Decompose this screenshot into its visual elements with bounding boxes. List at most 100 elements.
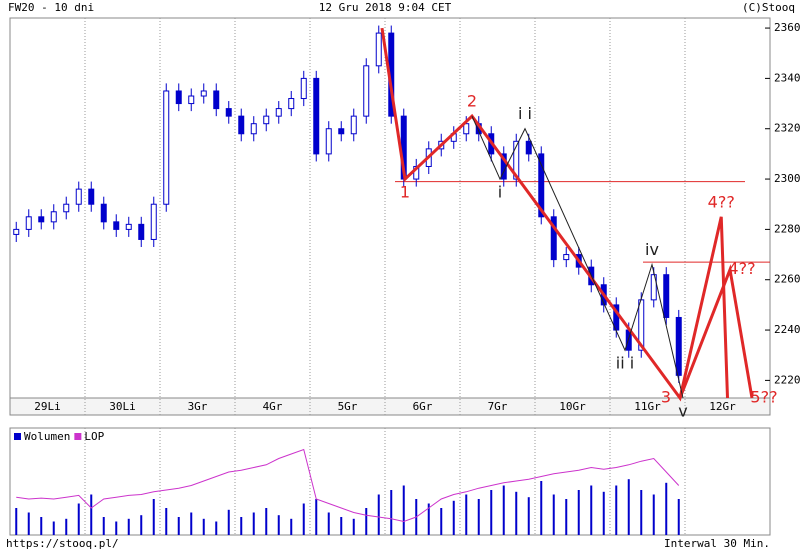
volume-bar bbox=[115, 521, 118, 535]
candle-body bbox=[463, 123, 470, 135]
volume-bar bbox=[327, 512, 330, 535]
candle-body bbox=[163, 90, 170, 205]
volume-bar bbox=[277, 515, 280, 535]
volume-bar bbox=[502, 485, 505, 535]
y-tick-label: 2260 bbox=[774, 273, 800, 286]
interval: Interwal 30 Min. bbox=[664, 537, 770, 550]
candle-body bbox=[663, 274, 670, 318]
candle-body bbox=[675, 316, 682, 376]
x-tick-label: 29Li bbox=[34, 400, 61, 413]
volume-bar bbox=[52, 521, 55, 535]
candle-body bbox=[113, 221, 120, 230]
candle-body bbox=[525, 140, 532, 155]
candle-body bbox=[38, 216, 45, 223]
candle-body bbox=[325, 128, 332, 155]
candle-body bbox=[50, 211, 57, 223]
volume-bar bbox=[40, 517, 43, 535]
candle-body bbox=[200, 90, 207, 97]
volume-bar bbox=[252, 512, 255, 535]
volume-bar bbox=[615, 485, 618, 535]
candle-body bbox=[213, 90, 220, 110]
volume-bar bbox=[640, 490, 643, 535]
y-tick-label: 2300 bbox=[774, 172, 800, 185]
candle-body bbox=[138, 223, 145, 240]
wave-label: 1 bbox=[400, 183, 410, 202]
candle-body bbox=[275, 108, 282, 117]
wave-label: i i bbox=[518, 104, 532, 123]
wave-label: 4?? bbox=[728, 259, 755, 278]
x-tick-label: 7Gr bbox=[488, 400, 508, 413]
wave-line bbox=[380, 27, 729, 402]
candle-body bbox=[338, 128, 345, 135]
candle-body bbox=[250, 123, 257, 135]
volume-bar bbox=[177, 517, 180, 535]
x-tick-label: 3Gr bbox=[188, 400, 208, 413]
volume-bar bbox=[377, 494, 380, 535]
wave-label: v bbox=[678, 402, 687, 421]
volume-bar bbox=[152, 499, 155, 535]
candle-body bbox=[225, 108, 232, 117]
y-tick-label: 2340 bbox=[774, 71, 800, 84]
volume-bar bbox=[590, 485, 593, 535]
volume-bar bbox=[265, 508, 268, 535]
x-axis-strip bbox=[9, 397, 771, 416]
candle-body bbox=[350, 115, 357, 135]
x-tick-label: 4Gr bbox=[263, 400, 283, 413]
x-tick-label: 12Gr bbox=[709, 400, 736, 413]
volume-bar bbox=[427, 503, 430, 535]
volume-bar bbox=[402, 485, 405, 535]
volume-bar bbox=[352, 518, 355, 535]
x-tick-label: 30Li bbox=[109, 400, 136, 413]
wave-line bbox=[471, 115, 684, 399]
volume-bar bbox=[340, 517, 343, 535]
candle-body bbox=[25, 216, 32, 230]
candle-body bbox=[88, 188, 95, 205]
volume-bar bbox=[140, 515, 143, 535]
legend-label: LOP bbox=[84, 430, 104, 443]
wave-label: ii i bbox=[616, 354, 634, 373]
volume-bar bbox=[440, 508, 443, 535]
candle-body bbox=[300, 77, 307, 100]
y-tick-label: 2320 bbox=[774, 122, 800, 135]
wave-label: 3 bbox=[661, 388, 671, 407]
chart-title: FW20 - 10 dni bbox=[8, 1, 94, 14]
volume-bar bbox=[102, 517, 105, 535]
y-tick-label: 2360 bbox=[774, 21, 800, 34]
volume-bar bbox=[627, 479, 630, 535]
candle-body bbox=[288, 98, 295, 110]
volume-bar bbox=[15, 508, 18, 535]
volume-bar bbox=[515, 491, 518, 535]
candle-body bbox=[13, 228, 20, 235]
y-tick-label: 2280 bbox=[774, 222, 800, 235]
candle-body bbox=[538, 153, 545, 218]
wave-label: iv bbox=[645, 240, 659, 259]
lower-frame bbox=[9, 427, 771, 536]
volume-bar bbox=[365, 508, 368, 535]
candle-body bbox=[125, 223, 132, 230]
volume-bar bbox=[215, 521, 218, 535]
candle-body bbox=[175, 90, 182, 105]
candle-body bbox=[238, 115, 245, 135]
volume-bar bbox=[165, 508, 168, 535]
x-tick-label: 6Gr bbox=[413, 400, 433, 413]
volume-bar bbox=[90, 494, 93, 535]
legend-swatch bbox=[74, 433, 82, 440]
candle-body bbox=[375, 32, 382, 67]
candle-body bbox=[263, 115, 270, 125]
lop-line bbox=[16, 448, 680, 523]
wave-label: 4?? bbox=[708, 192, 735, 211]
y-tick-label: 2220 bbox=[774, 373, 800, 386]
volume-bar bbox=[240, 517, 243, 535]
volume-bar bbox=[565, 499, 568, 535]
volume-bar bbox=[527, 497, 530, 535]
volume-bar bbox=[465, 494, 468, 535]
wave-label: 5?? bbox=[750, 388, 777, 407]
chart-subtitle: 12 Gru 2018 9:04 CET bbox=[319, 1, 452, 14]
wave-label: i bbox=[498, 183, 502, 202]
volume-bar bbox=[190, 512, 193, 535]
candle-body bbox=[313, 77, 320, 155]
volume-bar bbox=[77, 503, 80, 535]
volume-bar bbox=[315, 499, 318, 535]
